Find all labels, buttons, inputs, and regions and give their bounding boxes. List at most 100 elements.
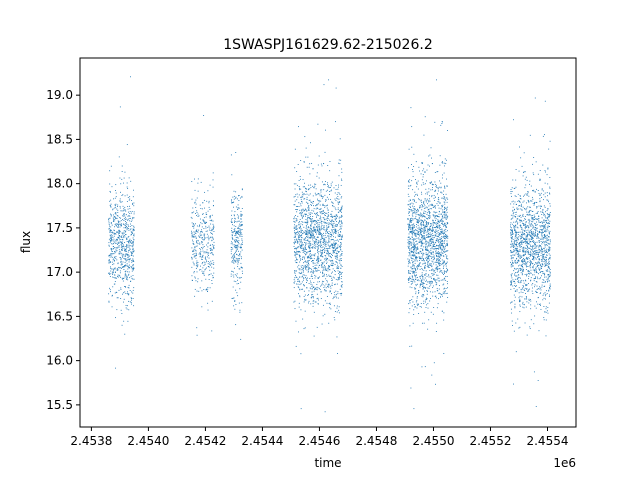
- data-point: [517, 200, 519, 202]
- data-point: [117, 268, 119, 270]
- data-point: [424, 260, 426, 262]
- data-point: [201, 226, 203, 228]
- data-point: [296, 225, 298, 227]
- data-point: [197, 240, 199, 242]
- data-point: [547, 227, 549, 229]
- data-point: [341, 281, 343, 283]
- data-point: [304, 265, 306, 267]
- data-point: [432, 261, 434, 263]
- data-point: [126, 308, 128, 310]
- data-point: [434, 222, 436, 224]
- data-point: [443, 260, 445, 262]
- data-point: [241, 214, 243, 216]
- data-point: [425, 193, 427, 195]
- data-point: [240, 231, 242, 233]
- data-point: [438, 235, 440, 236]
- data-point: [412, 281, 414, 283]
- data-point: [340, 242, 342, 244]
- data-point: [302, 196, 304, 198]
- data-point: [126, 265, 128, 267]
- data-point: [301, 195, 303, 197]
- data-point: [440, 296, 441, 298]
- data-point: [434, 205, 436, 206]
- data-point: [312, 263, 314, 265]
- data-point: [411, 224, 413, 226]
- data-point: [207, 255, 209, 256]
- data-point: [204, 256, 206, 258]
- data-point: [116, 297, 118, 299]
- data-point: [422, 248, 424, 250]
- data-point: [437, 261, 439, 263]
- data-point: [340, 285, 342, 287]
- data-point: [446, 201, 448, 203]
- data-point: [117, 237, 119, 239]
- data-point: [237, 279, 238, 281]
- data-point: [430, 240, 432, 242]
- data-point: [305, 213, 307, 215]
- data-point: [409, 252, 411, 254]
- data-point: [424, 216, 426, 218]
- data-point: [435, 196, 436, 198]
- data-point: [428, 240, 430, 242]
- data-point: [445, 207, 447, 209]
- data-point: [335, 261, 337, 262]
- data-point: [341, 215, 343, 217]
- data-point: [425, 240, 426, 242]
- data-point: [332, 239, 334, 241]
- data-point: [324, 252, 326, 254]
- data-point: [108, 262, 110, 264]
- data-point: [307, 226, 309, 228]
- data-point: [200, 222, 202, 224]
- data-point: [407, 239, 409, 241]
- data-point: [439, 263, 441, 265]
- data-point: [304, 244, 306, 246]
- data-point: [331, 243, 332, 245]
- data-point: [115, 190, 116, 191]
- data-point: [301, 271, 303, 273]
- data-point: [319, 234, 321, 236]
- data-point: [412, 203, 414, 205]
- data-point: [439, 252, 441, 254]
- data-point: [310, 258, 312, 260]
- data-point: [410, 210, 412, 212]
- data-point: [111, 261, 113, 263]
- data-point: [422, 170, 424, 172]
- data-point: [417, 243, 419, 245]
- data-point: [311, 218, 313, 220]
- data-point: [320, 217, 322, 219]
- data-point: [547, 222, 549, 224]
- data-point: [522, 250, 524, 252]
- data-point: [313, 201, 314, 202]
- data-point: [319, 218, 321, 220]
- data-point: [303, 238, 305, 240]
- data-point: [335, 243, 337, 245]
- data-point: [337, 244, 339, 246]
- data-point: [301, 209, 303, 211]
- data-point: [440, 230, 442, 232]
- data-point: [518, 236, 520, 238]
- data-point: [425, 201, 427, 203]
- data-point: [115, 184, 117, 186]
- data-point: [124, 206, 126, 208]
- data-point: [340, 210, 342, 212]
- data-point: [438, 260, 440, 262]
- data-point: [305, 260, 307, 262]
- data-point: [112, 294, 113, 296]
- data-point: [111, 234, 113, 236]
- data-point: [423, 235, 425, 237]
- data-point: [535, 405, 537, 407]
- data-point: [340, 294, 342, 296]
- data-point: [408, 241, 410, 242]
- data-point: [341, 253, 343, 254]
- data-point: [129, 205, 130, 207]
- data-point: [411, 233, 413, 235]
- data-point: [335, 121, 336, 123]
- data-point: [415, 235, 417, 237]
- data-point: [201, 234, 203, 236]
- data-point: [311, 275, 313, 277]
- data-point: [311, 201, 312, 203]
- data-point: [425, 297, 427, 299]
- data-point: [116, 215, 118, 216]
- data-point: [447, 297, 449, 298]
- data-point: [300, 273, 301, 275]
